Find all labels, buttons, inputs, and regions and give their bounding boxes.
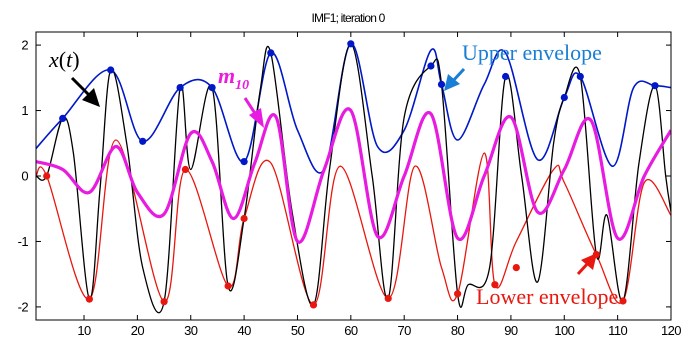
x-tick-label: 50 [291, 323, 305, 337]
lower-extremum-point [181, 165, 189, 174]
upper-extremum-point [208, 84, 216, 92]
series-line-lower [36, 139, 671, 306]
y-axis: -2 -1 0 1 2 [18, 38, 671, 314]
upper-extremum-point [437, 80, 446, 88]
upper-extremum-point [502, 72, 510, 81]
signal-label-arrow [70, 76, 100, 107]
lower-extremum-point [619, 297, 627, 305]
y-tick-label: 2 [21, 38, 28, 53]
signal-label-var: t [66, 47, 73, 72]
lower-label: Lower envelope [476, 284, 618, 309]
signal-label: x(t) [48, 47, 80, 72]
signal-label-base: x [48, 47, 59, 72]
envelope-markers [43, 40, 659, 309]
series-line-mean [36, 107, 671, 244]
lower-extremum-point [43, 172, 51, 180]
x-tick-label: 80 [451, 323, 465, 337]
lower-extremum-point [384, 294, 392, 302]
lower-extremum-point [240, 214, 248, 223]
x-tick-label: 120 [661, 323, 681, 337]
upper-extremum-point [139, 137, 147, 145]
x-tick-label: 110 [608, 323, 627, 337]
x-axis: 10 20 30 40 50 60 70 80 90 100 110 120 [77, 32, 682, 338]
lower-label-arrow [576, 253, 597, 276]
lower-extremum-point [160, 298, 168, 306]
chart-title: IMF1; iteration 0 [311, 11, 385, 25]
x-tick-label: 20 [131, 323, 145, 337]
x-tick-label: 60 [344, 323, 358, 337]
x-tick-label: 70 [398, 323, 412, 337]
y-tick-label: -2 [18, 299, 29, 314]
lower-extremum-point [491, 281, 499, 289]
x-tick-label: 40 [237, 323, 251, 337]
lower-extremum-point [512, 264, 520, 272]
y-tick-label: -1 [18, 234, 29, 249]
y-tick-label: 1 [21, 103, 28, 118]
mean-label: m10 [218, 63, 249, 93]
x-tick-label: 10 [77, 323, 91, 337]
mean-label-sub: 10 [235, 78, 249, 93]
lower-extremum-point [224, 282, 232, 290]
upper-label: Upper envelope [462, 40, 602, 65]
lower-extremum-point [85, 295, 93, 303]
upper-extremum-point [176, 84, 184, 92]
upper-extremum-point [347, 40, 355, 48]
upper-extremum-point [107, 66, 115, 74]
lower-extremum-point [309, 301, 318, 309]
upper-extremum-point [240, 158, 248, 166]
upper-label-arrow [444, 67, 466, 91]
x-tick-label: 30 [184, 323, 198, 337]
lower-extremum-point [454, 290, 462, 298]
y-tick-label: 0 [21, 169, 28, 184]
upper-extremum-point [267, 49, 275, 57]
mean-label-base: m [218, 63, 235, 88]
upper-extremum-point [560, 93, 568, 102]
plot-area [36, 42, 671, 314]
signal-label-close: ) [72, 47, 79, 72]
signal-label-open: ( [59, 47, 66, 72]
upper-extremum-point [576, 72, 584, 81]
x-tick-label: 100 [554, 323, 574, 337]
upper-extremum-point [651, 82, 659, 90]
upper-extremum-point [59, 114, 67, 122]
upper-extremum-point [427, 62, 435, 70]
x-tick-label: 90 [504, 323, 518, 337]
mean-label-arrow [243, 97, 264, 128]
